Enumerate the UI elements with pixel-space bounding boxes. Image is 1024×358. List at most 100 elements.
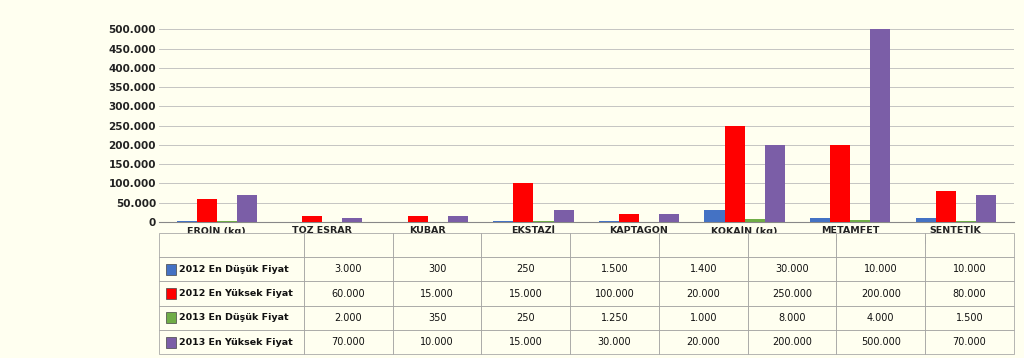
Bar	[925, 281, 1014, 306]
Bar	[850, 221, 870, 222]
Text: 2012 En Yüksek Fiyat: 2012 En Yüksek Fiyat	[178, 289, 293, 298]
Bar	[494, 221, 513, 222]
Bar	[159, 233, 304, 257]
Bar	[217, 221, 237, 222]
Text: 70.000: 70.000	[332, 337, 366, 347]
Bar	[955, 221, 976, 222]
Bar	[393, 257, 481, 281]
Text: 20.000: 20.000	[686, 289, 720, 299]
Text: 250: 250	[516, 313, 536, 323]
Bar	[976, 195, 995, 222]
Text: 20.000: 20.000	[686, 337, 720, 347]
Bar	[658, 330, 748, 354]
Bar	[513, 183, 534, 222]
Bar	[302, 216, 323, 222]
Bar	[393, 330, 481, 354]
Bar	[159, 281, 304, 306]
Bar	[925, 257, 1014, 281]
Bar	[748, 257, 837, 281]
Bar	[837, 257, 925, 281]
Text: 1.500: 1.500	[601, 264, 629, 274]
Bar	[481, 306, 570, 330]
Text: 2.000: 2.000	[335, 313, 362, 323]
Bar	[237, 195, 257, 222]
Text: 3.000: 3.000	[335, 264, 362, 274]
Bar	[166, 264, 176, 275]
Bar	[177, 221, 197, 222]
Bar	[304, 281, 393, 306]
Bar	[705, 211, 725, 222]
Bar	[570, 281, 658, 306]
Text: 4.000: 4.000	[867, 313, 894, 323]
Text: 500.000: 500.000	[861, 337, 901, 347]
Text: 80.000: 80.000	[952, 289, 986, 299]
Bar	[304, 330, 393, 354]
Bar	[599, 221, 618, 222]
Bar	[618, 214, 639, 222]
Text: 60.000: 60.000	[332, 289, 366, 299]
Text: 1.000: 1.000	[689, 313, 717, 323]
Bar	[481, 330, 570, 354]
Bar	[837, 330, 925, 354]
Bar	[830, 145, 850, 222]
Text: 200.000: 200.000	[861, 289, 901, 299]
Bar	[554, 211, 573, 222]
Bar	[658, 281, 748, 306]
Bar	[159, 306, 304, 330]
Bar	[570, 330, 658, 354]
Text: 2013 En Yüksek Fiyat: 2013 En Yüksek Fiyat	[178, 338, 293, 347]
Bar	[393, 233, 481, 257]
Bar	[481, 257, 570, 281]
Bar	[570, 306, 658, 330]
Bar	[936, 191, 955, 222]
Bar	[748, 233, 837, 257]
Bar	[748, 306, 837, 330]
Text: 30.000: 30.000	[775, 264, 809, 274]
Bar	[659, 214, 679, 222]
Text: 250.000: 250.000	[772, 289, 812, 299]
Text: 10.000: 10.000	[952, 264, 986, 274]
Bar	[481, 233, 570, 257]
Bar	[748, 330, 837, 354]
Bar	[447, 216, 468, 222]
Text: 300: 300	[428, 264, 446, 274]
Bar	[658, 233, 748, 257]
Bar	[725, 126, 744, 222]
Bar	[837, 306, 925, 330]
Bar	[166, 337, 176, 348]
Bar	[304, 306, 393, 330]
Text: 1.500: 1.500	[955, 313, 983, 323]
Bar	[870, 29, 890, 222]
Bar	[342, 218, 362, 222]
Bar	[748, 281, 837, 306]
Bar	[915, 218, 936, 222]
Bar	[570, 257, 658, 281]
Bar	[304, 257, 393, 281]
Text: 350: 350	[428, 313, 446, 323]
Bar	[393, 281, 481, 306]
Bar	[159, 257, 304, 281]
Bar	[810, 218, 830, 222]
Bar	[658, 306, 748, 330]
Bar	[166, 313, 176, 323]
Bar	[481, 281, 570, 306]
Bar	[408, 216, 428, 222]
Text: 100.000: 100.000	[595, 289, 635, 299]
Bar	[159, 330, 304, 354]
Text: 10.000: 10.000	[864, 264, 897, 274]
Bar	[304, 233, 393, 257]
Bar	[393, 306, 481, 330]
Text: 70.000: 70.000	[952, 337, 986, 347]
Bar	[925, 306, 1014, 330]
Bar	[744, 219, 765, 222]
Text: 1.400: 1.400	[689, 264, 717, 274]
Bar	[765, 145, 784, 222]
Bar	[570, 233, 658, 257]
Text: 1.250: 1.250	[601, 313, 629, 323]
Text: 30.000: 30.000	[598, 337, 632, 347]
Text: 8.000: 8.000	[778, 313, 806, 323]
Text: 250: 250	[516, 264, 536, 274]
Bar	[166, 288, 176, 299]
Text: 15.000: 15.000	[509, 337, 543, 347]
Text: 10.000: 10.000	[420, 337, 454, 347]
